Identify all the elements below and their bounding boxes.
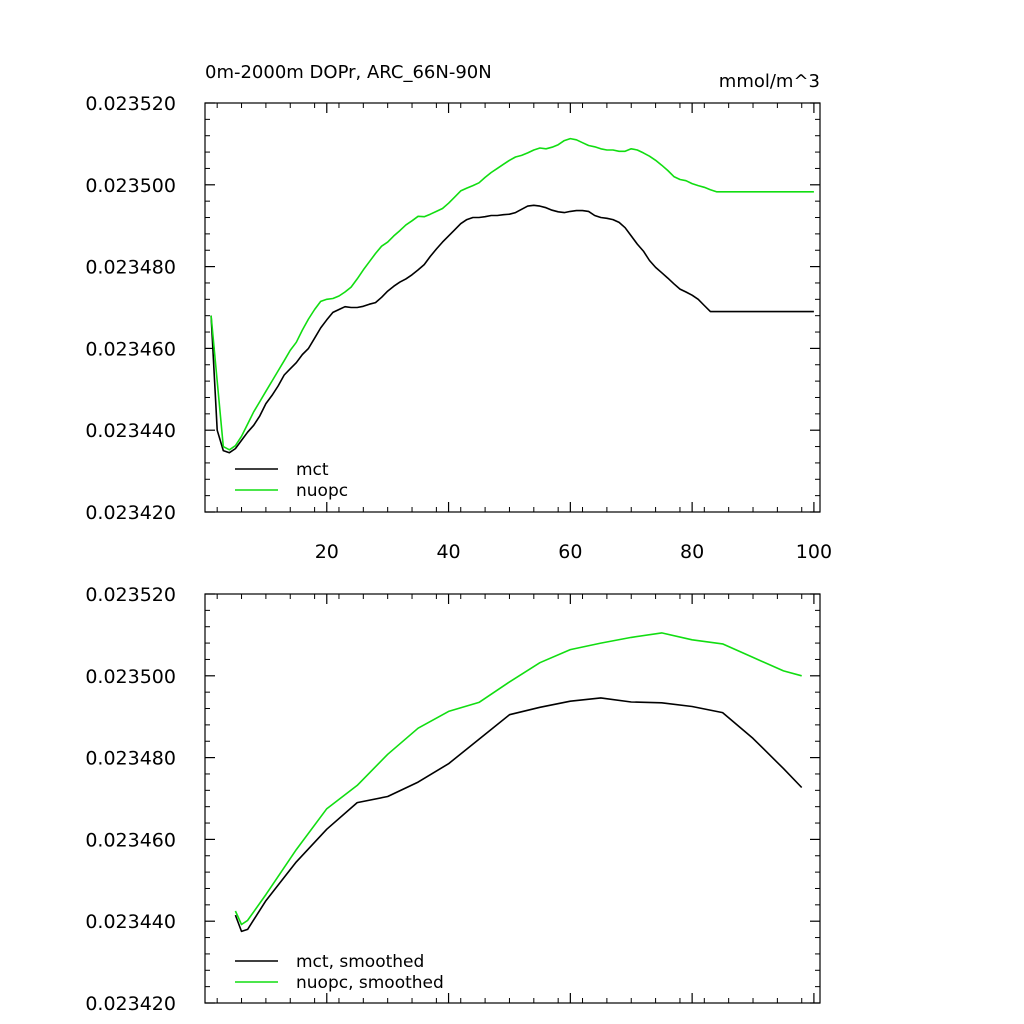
legend-label: mct, smoothed [296, 952, 424, 972]
units-label: mmol/m^3 [719, 71, 820, 92]
y-tick-label: 0.023420 [85, 502, 176, 524]
x-tick-label: 80 [680, 541, 704, 563]
top-panel: 0.023420 0.023440 0.023460 0.023480 0.023500… [85, 62, 832, 563]
series-line-mct [210, 204, 814, 454]
plot-frame [204, 593, 821, 1004]
y-tick-label: 0.023460 [85, 338, 176, 360]
y-tick-label: 0.023480 [85, 748, 176, 770]
y-tick-label: 0.023500 [85, 666, 176, 688]
series-line-nuopc [234, 632, 802, 926]
plot-frame [204, 102, 821, 513]
y-tick-label: 0.023480 [85, 257, 176, 279]
y-tick-label: 0.023440 [85, 911, 176, 933]
legend-label: nuopc [296, 481, 348, 501]
y-tick-label: 0.023440 [85, 420, 176, 442]
y-tick-label: 0.023520 [85, 584, 176, 606]
x-tick-label: 100 [796, 541, 832, 563]
series-line-mct [234, 697, 803, 933]
x-tick-label: 40 [436, 541, 460, 563]
legend-label: mct [296, 460, 329, 480]
legend-label: nuopc, smoothed [296, 973, 444, 993]
y-tick-label: 0.023460 [85, 829, 176, 851]
y-tick-label: 0.023420 [85, 993, 176, 1015]
bottom-panel: 0.023420 0.023440 0.023460 0.023480 0.023500… [85, 584, 821, 1015]
chart-title: 0m-2000m DOPr, ARC_66N-90N [205, 62, 492, 83]
x-tick-label: 20 [315, 541, 339, 563]
series-line-nuopc [210, 137, 814, 451]
y-tick-label: 0.023500 [85, 175, 176, 197]
y-tick-label: 0.023520 [85, 93, 176, 115]
x-tick-label: 60 [558, 541, 582, 563]
